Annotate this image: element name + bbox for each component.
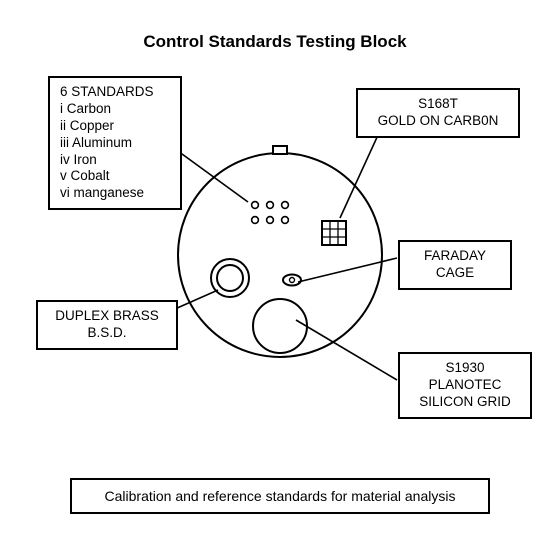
standards-item: iv Iron — [60, 152, 170, 169]
faraday-label-box: FARADAY CAGE — [398, 240, 512, 290]
caption-box: Calibration and reference standards for … — [70, 478, 490, 514]
standards-label-box: 6 STANDARDS i Carbon ii Copper iii Alumi… — [48, 76, 182, 210]
standards-item: i Carbon — [60, 101, 170, 118]
gold-line2: GOLD ON CARB0N — [368, 113, 508, 130]
planotec-label-box: S1930 PLANOTEC SILICON GRID — [398, 352, 532, 419]
caption-text: Calibration and reference standards for … — [105, 488, 456, 504]
gold-line1: S168T — [368, 96, 508, 113]
duplex-line1: DUPLEX BRASS — [48, 308, 166, 325]
page: Control Standards Testing Block 6 STANDA… — [0, 0, 550, 550]
standards-item: ii Copper — [60, 118, 170, 135]
gold-label-box: S168T GOLD ON CARB0N — [356, 88, 520, 138]
duplex-label-box: DUPLEX BRASS B.S.D. — [36, 300, 178, 350]
faraday-line1: FARADAY — [410, 248, 500, 265]
standards-heading: 6 STANDARDS — [60, 84, 170, 101]
planotec-line3: SILICON GRID — [410, 394, 520, 411]
planotec-line1: S1930 — [410, 360, 520, 377]
faraday-line2: CAGE — [410, 265, 500, 282]
standards-item: v Cobalt — [60, 168, 170, 185]
duplex-line2: B.S.D. — [48, 325, 166, 342]
planotec-line2: PLANOTEC — [410, 377, 520, 394]
standards-item: iii Aluminum — [60, 135, 170, 152]
standards-item: vi manganese — [60, 185, 170, 202]
